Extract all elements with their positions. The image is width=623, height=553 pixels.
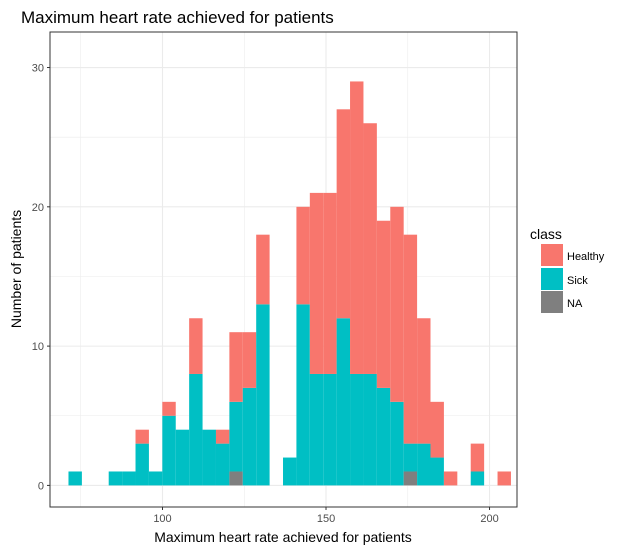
bar-healthy — [417, 318, 431, 444]
bar-healthy — [443, 471, 458, 486]
x-tick-label: 100 — [153, 513, 171, 525]
bar-healthy — [403, 234, 418, 444]
bar-sick — [175, 429, 190, 486]
bar-sick — [148, 471, 163, 486]
bar-sick — [417, 443, 431, 486]
histogram-bars — [68, 81, 511, 486]
bar-sick — [470, 471, 485, 486]
bar-sick — [229, 401, 243, 472]
bar-sick — [376, 387, 391, 486]
legend: class Healthy Sick NA — [530, 226, 605, 313]
bar-sick — [68, 471, 82, 486]
bar-na — [403, 471, 418, 486]
bar-sick — [323, 373, 337, 486]
y-axis: 0 10 20 30 — [32, 63, 50, 492]
bar-sick — [215, 443, 230, 486]
bar-sick — [162, 415, 176, 486]
bar-healthy — [497, 471, 511, 486]
y-tick-label: 30 — [32, 63, 44, 75]
bar-healthy — [363, 123, 377, 374]
bar-healthy — [470, 443, 485, 472]
plot-background — [50, 32, 517, 507]
bar-healthy — [323, 192, 337, 374]
bar-healthy — [162, 401, 176, 416]
bar-healthy — [135, 429, 149, 444]
bar-sick — [430, 457, 444, 486]
bar-sick — [135, 443, 149, 486]
bar-healthy — [215, 429, 230, 444]
chart-title: Maximum heart rate achieved for patients — [21, 8, 334, 27]
bar-sick — [108, 471, 123, 486]
y-tick-label: 10 — [32, 341, 44, 353]
bar-sick — [350, 373, 364, 486]
bar-sick — [189, 373, 203, 486]
bar-na — [229, 471, 243, 486]
bar-sick — [242, 387, 257, 486]
y-axis-title: Number of patients — [8, 210, 24, 328]
legend-key-na — [541, 291, 563, 313]
bar-sick — [296, 304, 310, 486]
x-axis: 100 150 200 — [153, 507, 499, 525]
plot-border — [49, 31, 518, 508]
legend-key-healthy — [541, 244, 563, 266]
bar-sick — [256, 304, 270, 486]
x-axis-title: Maximum heart rate achieved for patients — [154, 529, 412, 545]
bar-sick — [363, 373, 377, 486]
legend-key-sick — [541, 268, 563, 290]
bar-healthy — [430, 401, 444, 458]
bar-sick — [390, 401, 404, 486]
bar-sick — [202, 429, 216, 486]
bar-sick — [283, 457, 297, 486]
x-tick-label: 150 — [317, 513, 335, 525]
bar-healthy — [336, 109, 351, 319]
bar-healthy — [390, 206, 404, 402]
y-tick-label: 20 — [32, 202, 44, 214]
bar-healthy — [229, 332, 243, 402]
x-tick-label: 200 — [480, 513, 498, 525]
bar-healthy — [309, 192, 324, 374]
bar-healthy — [350, 81, 364, 374]
bar-healthy — [296, 206, 310, 305]
bar-sick — [403, 443, 418, 472]
bar-healthy — [189, 318, 203, 374]
y-tick-label: 0 — [38, 480, 44, 492]
bar-healthy — [242, 332, 257, 388]
bar-sick — [336, 318, 351, 486]
bar-healthy — [256, 234, 270, 305]
legend-title: class — [530, 226, 562, 242]
grid-lines — [50, 32, 517, 507]
legend-label-sick: Sick — [567, 275, 588, 287]
legend-label-healthy: Healthy — [567, 251, 605, 263]
bar-sick — [309, 373, 324, 486]
bar-sick — [122, 471, 136, 486]
legend-label-na: NA — [567, 298, 583, 310]
bar-healthy — [376, 220, 391, 388]
